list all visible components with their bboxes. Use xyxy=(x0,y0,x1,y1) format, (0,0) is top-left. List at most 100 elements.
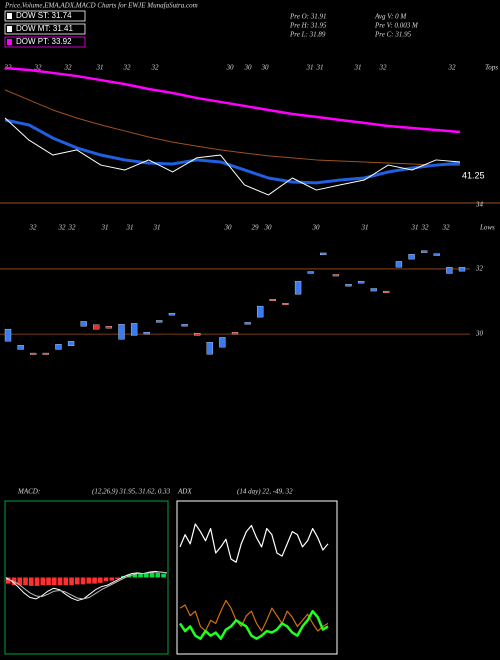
legend-label: DOW PT: 33.92 xyxy=(16,37,72,46)
histogram-bar xyxy=(80,577,86,585)
stat: Pre C: 31.95 xyxy=(374,31,412,39)
legend-box xyxy=(4,10,86,22)
histogram-bar xyxy=(92,577,97,584)
candle xyxy=(206,342,213,355)
candle xyxy=(345,284,352,287)
legend-label: DOW MT: 31.41 xyxy=(16,24,73,33)
histogram-bar xyxy=(23,577,28,586)
panel-subtitle: (12,26,9) 31.95, 31.62, 0.33 xyxy=(92,488,171,496)
candle xyxy=(55,344,62,350)
candle xyxy=(194,333,201,336)
histogram-bar xyxy=(69,577,74,586)
top-label: 31 xyxy=(354,64,362,72)
candle xyxy=(257,305,264,318)
histogram-bar xyxy=(52,577,57,586)
top-label: 29 xyxy=(252,224,260,232)
candle xyxy=(395,261,403,268)
top-label: 31 xyxy=(101,224,109,232)
histogram-bar xyxy=(75,577,80,585)
top-label: 31 xyxy=(411,224,419,232)
top-label: 30 xyxy=(224,224,233,232)
top-label: 31 xyxy=(153,224,161,232)
candle xyxy=(446,267,453,274)
top-label: 30 xyxy=(264,224,273,232)
histogram-bar xyxy=(132,573,138,578)
candle xyxy=(307,271,314,274)
candle xyxy=(269,299,276,302)
top-label: 31 xyxy=(306,64,314,72)
stat: Avg V: 0 M xyxy=(374,13,407,21)
panel-title: MACD: xyxy=(17,488,40,496)
stat: Pre O: 31.91 xyxy=(289,13,326,21)
top-label: 31 xyxy=(126,224,134,232)
histogram-bar xyxy=(103,577,109,582)
candle xyxy=(421,250,428,253)
top-label: 30 xyxy=(244,64,253,72)
y-tick-label: 30 xyxy=(475,330,484,338)
page-title: Price,Volume,EMA,ADX,MACD Charts for EWJ… xyxy=(4,2,198,10)
top-label: 32 xyxy=(448,64,457,72)
series-line xyxy=(4,118,461,185)
top-label: 31 xyxy=(316,64,324,72)
top-label: 32 xyxy=(379,64,388,72)
stat: Pre V: 0.003 M xyxy=(374,22,419,30)
candle xyxy=(294,281,302,295)
candle xyxy=(181,324,188,327)
panel-label: Lows xyxy=(479,224,495,232)
histogram-bar xyxy=(161,573,166,578)
legend-swatch xyxy=(7,39,12,45)
candle xyxy=(118,324,125,340)
top-label: 32 xyxy=(29,224,38,232)
candle xyxy=(231,332,239,335)
candle xyxy=(332,274,340,277)
candle xyxy=(4,329,12,342)
histogram-bar xyxy=(144,572,149,578)
candle xyxy=(30,352,37,355)
histogram-bar xyxy=(98,577,103,583)
candle xyxy=(282,303,289,305)
adx-frame xyxy=(176,500,338,655)
panel-subtitle: (14 day) 22, -49, 32 xyxy=(237,488,293,496)
y-tick-label: 32 xyxy=(475,265,484,273)
candle xyxy=(80,321,87,327)
histogram-bar xyxy=(109,577,115,581)
candle xyxy=(219,337,226,348)
stat: Pre L: 31.89 xyxy=(289,31,326,39)
candle xyxy=(433,253,440,256)
candle xyxy=(130,323,138,336)
candle xyxy=(458,267,466,272)
legend-label: DOW ST: 31.74 xyxy=(16,11,72,20)
histogram-bar xyxy=(29,577,34,586)
candle xyxy=(320,252,327,256)
legend-swatch xyxy=(7,13,12,19)
histogram-bar xyxy=(86,577,92,584)
histogram-bar xyxy=(57,577,63,586)
series-line xyxy=(4,117,461,196)
candle xyxy=(370,288,377,292)
series-line xyxy=(178,609,329,640)
histogram-bar xyxy=(40,577,46,586)
candle xyxy=(67,341,75,347)
histogram-bar xyxy=(63,577,69,586)
top-label: 30 xyxy=(312,224,321,232)
stat: Pre H: 31.95 xyxy=(289,22,327,30)
series-line xyxy=(4,89,460,166)
histogram-bar xyxy=(46,577,51,586)
price-annotation: 41.25 xyxy=(462,170,485,180)
histogram-bar xyxy=(155,572,161,578)
top-label: 32 xyxy=(151,64,160,72)
panel-label: Tops xyxy=(485,64,498,72)
top-label: 31 xyxy=(96,64,104,72)
histogram-bar xyxy=(6,577,11,584)
candle xyxy=(105,326,113,329)
top-label: 30 xyxy=(226,64,235,72)
top-label: 32 xyxy=(58,224,67,232)
top-label: 32 xyxy=(123,64,132,72)
legend-swatch xyxy=(7,26,12,32)
legend-box xyxy=(4,23,86,35)
histogram-bar xyxy=(115,577,120,580)
histogram-bar xyxy=(17,577,23,586)
candle xyxy=(17,345,24,350)
candle xyxy=(168,313,176,316)
